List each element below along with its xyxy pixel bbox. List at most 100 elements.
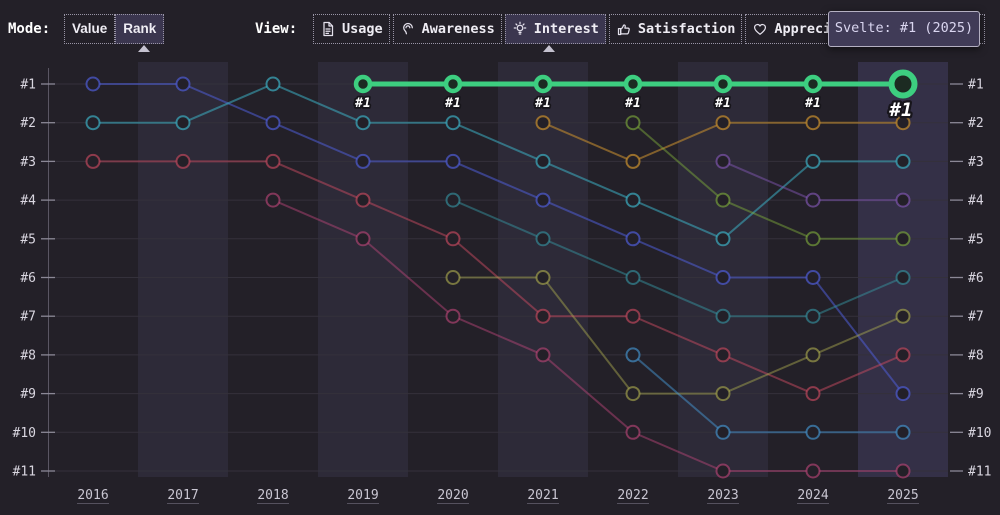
data-point-olive-green[interactable] [625,115,641,131]
data-point-pink[interactable] [445,308,461,324]
data-point-indigo[interactable] [805,270,821,285]
data-point-brown[interactable] [625,153,641,169]
data-point-dark-teal[interactable] [715,308,731,324]
data-point-indigo[interactable] [85,76,101,92]
data-point-olive-green[interactable] [805,231,821,247]
series-line-olive-green [632,121,903,240]
data-point-teal[interactable] [895,153,911,169]
data-point-purple[interactable] [715,153,731,169]
data-point-indigo[interactable] [895,386,911,402]
data-point-pink[interactable] [535,347,551,363]
data-point-light-blue[interactable] [625,347,641,363]
data-point-teal[interactable] [625,192,641,208]
rank-label-right: #11 [968,465,991,480]
series-line-teal [93,82,903,240]
active-mode-caret-icon [138,45,150,52]
mode-rank-button[interactable]: Rank [115,14,165,44]
data-point-teal[interactable] [535,153,551,169]
data-point-svelte-2019[interactable] [353,74,373,94]
data-point-red[interactable] [715,347,731,363]
data-point-brown[interactable] [895,115,911,131]
data-point-dark-teal[interactable] [895,270,911,285]
year-label: 2017 [167,488,198,503]
data-point-indigo[interactable] [265,115,281,131]
data-point-red[interactable] [535,308,551,324]
data-point-dark-teal[interactable] [625,270,641,285]
column-band-2023 [678,62,768,477]
column-band-2017 [138,62,228,477]
data-point-indigo[interactable] [445,153,461,169]
data-point-olive[interactable] [625,386,641,402]
tab-satisfaction[interactable]: Satisfaction [608,14,743,44]
data-point-teal[interactable] [175,115,191,131]
data-point-dark-teal[interactable] [445,192,461,208]
data-point-teal[interactable] [265,76,281,92]
mode-value-button[interactable]: Value [64,14,116,44]
data-point-olive[interactable] [445,270,461,285]
heart-icon [754,23,767,35]
data-point-olive[interactable] [715,386,731,402]
data-point-svelte-2022[interactable] [623,74,643,94]
column-band-2021 [498,62,588,477]
data-point-olive-green[interactable] [715,192,731,208]
data-point-brown[interactable] [805,115,821,131]
bulb-icon [513,21,527,35]
control-bar: Mode: Value Rank View: Usage Awareness [0,0,1000,62]
data-point-pink[interactable] [625,424,641,440]
tab-awareness[interactable]: Awareness [392,14,502,44]
data-point-brown[interactable] [535,115,551,131]
data-point-olive[interactable] [805,347,821,363]
data-point-dark-teal[interactable] [535,231,551,247]
data-point-red[interactable] [85,153,101,169]
data-point-pink[interactable] [355,231,371,247]
data-point-olive[interactable] [535,270,551,285]
data-point-pink[interactable] [895,463,911,479]
data-point-svelte-2020[interactable] [443,74,463,94]
data-point-red[interactable] [895,347,911,363]
data-point-svelte-2023[interactable] [713,74,733,94]
data-point-teal[interactable] [445,115,461,131]
data-point-red[interactable] [265,153,281,169]
data-point-pink[interactable] [805,463,821,479]
data-point-purple[interactable] [805,192,821,208]
hover-tooltip: Svelte: #1 (2025) [828,11,980,47]
data-point-indigo[interactable] [625,231,641,247]
rank-label-left: #6 [20,271,36,286]
data-point-red[interactable] [355,192,371,208]
data-point-light-blue[interactable] [895,424,911,440]
data-point-teal[interactable] [355,115,371,131]
data-point-teal[interactable] [85,115,101,131]
tab-interest[interactable]: Interest [504,14,606,44]
data-point-brown[interactable] [715,115,731,131]
data-point-light-blue[interactable] [715,424,731,440]
data-point-indigo[interactable] [355,153,371,169]
data-point-svelte-2025[interactable] [888,69,918,99]
data-point-teal[interactable] [805,153,821,169]
data-point-pink[interactable] [265,192,281,208]
rank-label-left: #5 [20,232,36,247]
data-point-indigo[interactable] [535,192,551,208]
data-point-dark-teal[interactable] [805,308,821,324]
document-icon [323,21,334,37]
data-point-red[interactable] [445,231,461,247]
data-point-red[interactable] [625,308,641,324]
rank-label-right: #1 [968,78,984,93]
data-point-svelte-2024[interactable] [803,74,823,94]
data-point-olive[interactable] [895,308,911,324]
data-point-teal[interactable] [715,231,731,247]
year-label: 2019 [347,488,378,503]
data-point-red[interactable] [175,153,191,169]
data-point-svelte-2021[interactable] [533,74,553,94]
data-point-pink[interactable] [715,463,731,479]
point-rank-label: #1 [624,96,641,111]
data-point-red[interactable] [805,386,821,402]
tab-usage[interactable]: Usage [313,14,390,44]
data-point-light-blue[interactable] [805,424,821,440]
data-point-indigo[interactable] [715,270,731,285]
data-point-olive-green[interactable] [895,231,911,247]
rank-label-right: #4 [968,194,984,209]
data-point-purple[interactable] [895,192,911,208]
year-label: 2018 [257,488,288,503]
data-point-indigo[interactable] [175,76,191,92]
